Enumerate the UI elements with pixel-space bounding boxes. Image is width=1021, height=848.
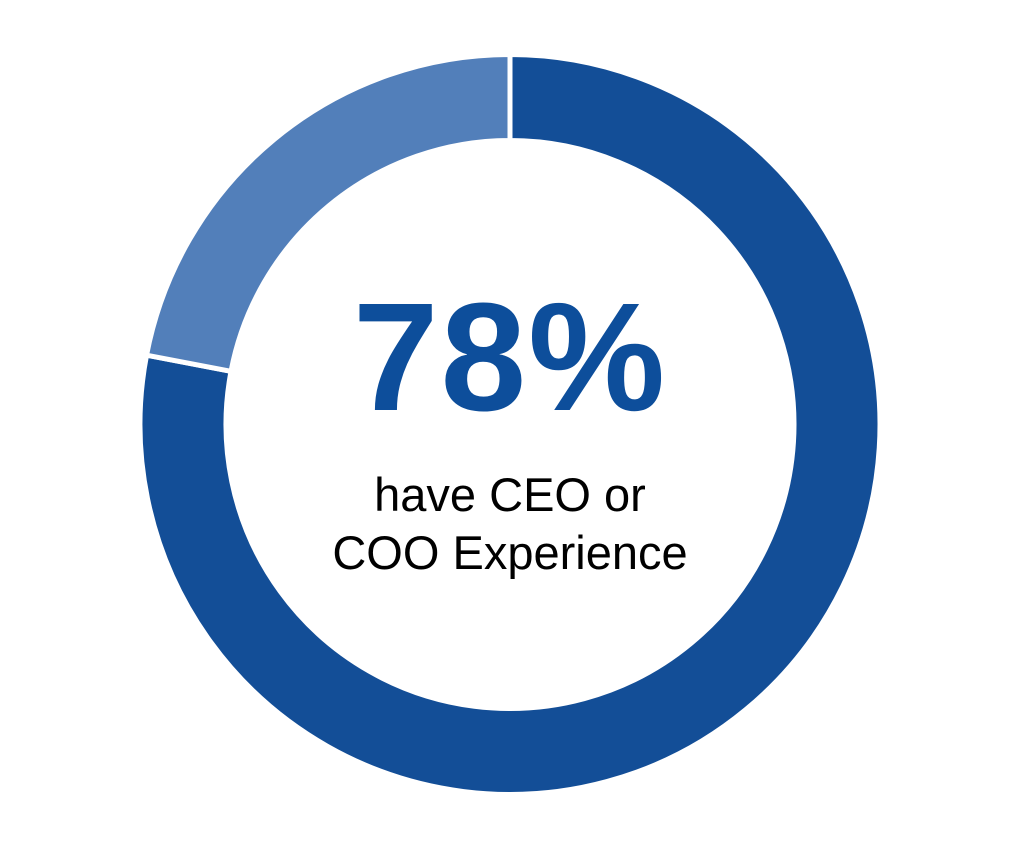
center-label-line-2: COO Experience — [332, 526, 688, 579]
center-label: have CEO or COO Experience — [210, 466, 810, 582]
donut-slice-1 — [143, 51, 513, 375]
center-label-line-1: have CEO or — [374, 468, 646, 521]
donut-slice-0 — [137, 51, 883, 797]
center-value: 78% — [352, 271, 668, 443]
